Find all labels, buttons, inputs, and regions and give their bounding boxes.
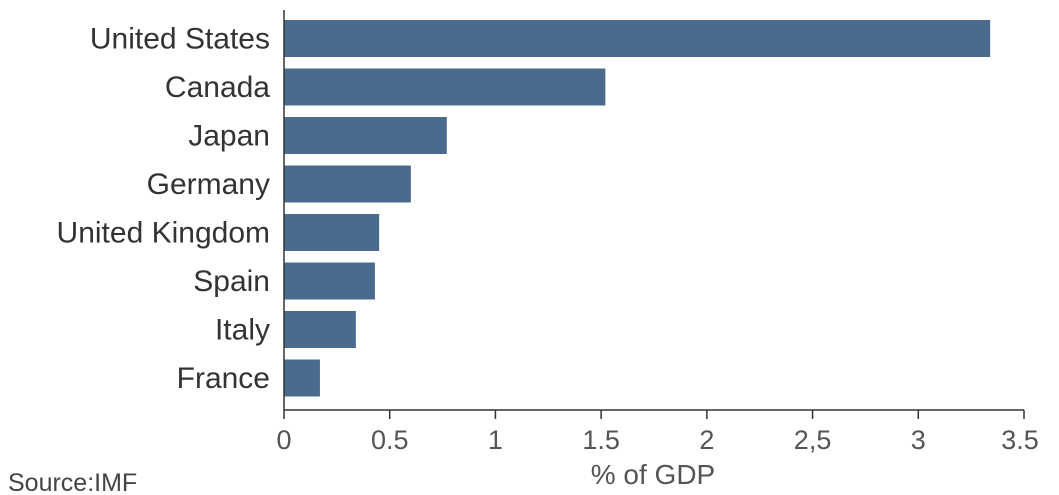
x-ticks-group: 0 0.5 1 1.5 2 2,5 3 3.5: [276, 410, 1039, 455]
x-tick-label: 0: [276, 425, 291, 455]
bar-japan: [284, 117, 447, 154]
bar-france: [284, 359, 320, 397]
bar-spain: [284, 262, 375, 300]
bar-united-states: [284, 20, 991, 57]
x-tick-label: 1: [488, 425, 503, 455]
category-labels-group: United States Canada Japan Germany United Ki…: [57, 23, 271, 396]
category-label: Germany: [147, 168, 270, 201]
bar-canada: [284, 68, 606, 106]
bar-united-kingdom: [284, 214, 380, 251]
x-tick-label: 3: [911, 425, 926, 455]
category-label: United States: [90, 23, 270, 56]
bars-group: [284, 20, 991, 397]
x-tick-label: 2: [699, 425, 714, 455]
category-label: Japan: [188, 120, 270, 153]
x-tick-label: 3.5: [1001, 425, 1039, 455]
bar-italy: [284, 311, 356, 348]
category-label: Spain: [193, 265, 270, 298]
bar-germany: [284, 165, 411, 203]
category-label: Canada: [165, 71, 270, 104]
category-label: Italy: [215, 314, 270, 347]
category-label: United Kingdom: [57, 217, 270, 250]
x-tick-label: 0.5: [371, 425, 409, 455]
x-axis-title: % of GDP: [591, 459, 715, 490]
x-tick-label: 2,5: [794, 425, 832, 455]
x-tick-label: 1.5: [582, 425, 620, 455]
source-note: Source:IMF: [8, 469, 137, 495]
category-label: France: [177, 362, 270, 395]
